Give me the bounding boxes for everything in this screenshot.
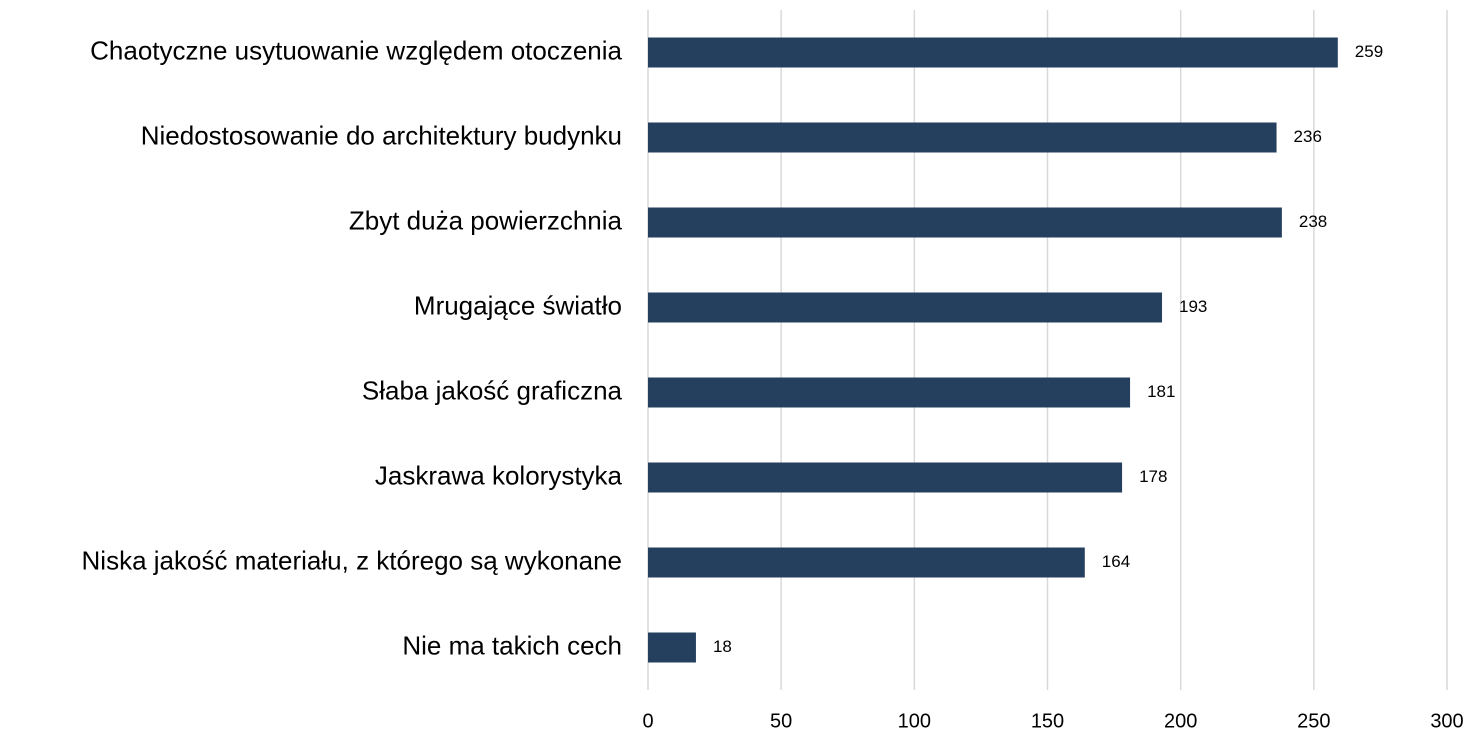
bar xyxy=(648,207,1282,238)
value-label: 238 xyxy=(1299,212,1327,231)
x-tick-label: 150 xyxy=(1031,710,1064,732)
bar xyxy=(648,632,696,663)
y-tick-label: Chaotyczne usytuowanie względem otoczeni… xyxy=(90,35,622,65)
y-tick-label: Nie ma takich cech xyxy=(402,630,622,660)
bar xyxy=(648,37,1338,68)
y-tick-label: Jaskrawa kolorystyka xyxy=(375,460,623,490)
x-tick-label: 250 xyxy=(1297,710,1330,732)
bar xyxy=(648,547,1085,578)
value-label: 259 xyxy=(1355,42,1383,61)
value-label: 18 xyxy=(713,637,732,656)
y-tick-label: Mrugające światło xyxy=(414,290,622,320)
value-label: 164 xyxy=(1102,552,1130,571)
x-tick-label: 0 xyxy=(642,710,653,732)
x-tick-label: 50 xyxy=(770,710,792,732)
bar xyxy=(648,377,1131,408)
x-tick-label: 300 xyxy=(1430,710,1463,732)
bar xyxy=(648,292,1163,323)
value-label: 178 xyxy=(1139,467,1167,486)
y-tick-label: Niska jakość materiału, z którego są wyk… xyxy=(82,545,622,575)
y-tick-label: Słaba jakość graficzna xyxy=(362,375,623,405)
y-tick-label: Zbyt duża powierzchnia xyxy=(349,205,623,235)
x-tick-label: 200 xyxy=(1164,710,1197,732)
y-tick-label: Niedostosowanie do architektury budynku xyxy=(141,120,622,150)
value-label: 193 xyxy=(1179,297,1207,316)
x-tick-label: 100 xyxy=(898,710,931,732)
bar xyxy=(648,122,1277,153)
value-label: 181 xyxy=(1147,382,1175,401)
value-label: 236 xyxy=(1294,127,1322,146)
bar xyxy=(648,462,1123,493)
